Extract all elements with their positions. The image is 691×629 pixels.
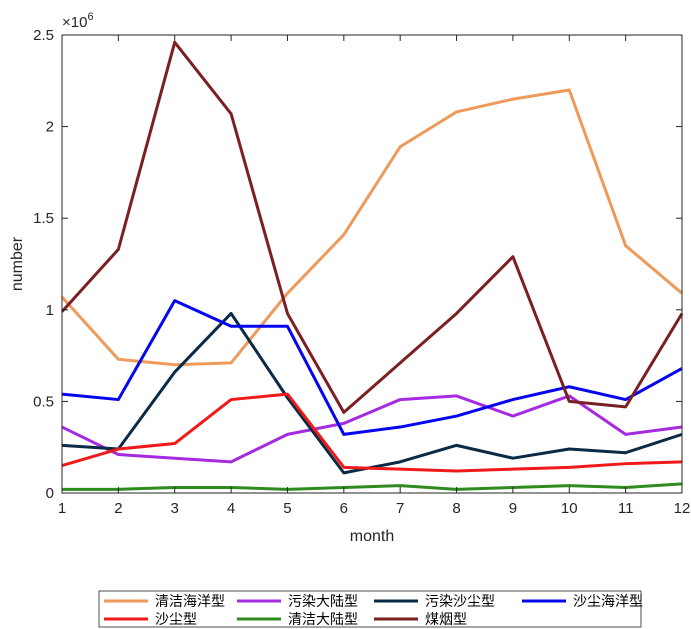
legend-label-4: 沙尘型 <box>155 612 197 628</box>
legend-label-2: 污染沙尘型 <box>425 594 495 610</box>
x-tick-label: 5 <box>283 500 291 517</box>
series-line-6 <box>60 40 684 414</box>
x-axis-label: month <box>350 528 394 545</box>
y-tick-label: 0 <box>46 485 54 502</box>
x-tick-label: 10 <box>561 500 578 517</box>
x-tick-label: 12 <box>674 500 691 517</box>
x-tick-label: 9 <box>509 500 517 517</box>
y-tick-label: 1.5 <box>33 210 54 227</box>
legend-label-6: 煤烟型 <box>425 612 467 628</box>
y-tick-label: 1 <box>46 302 54 319</box>
legend-label-5: 清洁大陆型 <box>288 612 358 628</box>
y-exponent-power: 6 <box>87 11 93 23</box>
x-axis: 1 2 3 4 5 6 7 8 9 10 11 12 <box>58 35 691 517</box>
x-tick-label: 11 <box>618 500 634 517</box>
x-tick-label: 1 <box>58 500 66 517</box>
plot-area-frame <box>61 34 683 494</box>
legend-box <box>98 590 642 628</box>
y-tick-label: 0.5 <box>33 393 54 410</box>
y-axis-label: number <box>9 236 26 291</box>
legend-label-1: 污染大陆型 <box>288 594 358 610</box>
x-tick-label: 6 <box>340 500 348 517</box>
series-line-1 <box>61 394 683 464</box>
y-exponent-label: ×106 <box>62 11 94 31</box>
x-tick-label: 4 <box>227 500 235 517</box>
series-line-0 <box>60 88 683 367</box>
series-line-4 <box>61 392 683 473</box>
series-line-3 <box>61 299 683 436</box>
y-tick-label: 2 <box>46 119 54 136</box>
legend-label-0: 清洁海洋型 <box>155 594 225 610</box>
series-lines <box>60 40 684 491</box>
series-line-5 <box>62 482 683 491</box>
x-tick-label: 7 <box>396 500 404 517</box>
y-axis: 0 0.5 1 1.5 2 2.5 <box>33 27 682 502</box>
x-tick-label: 8 <box>452 500 460 517</box>
y-tick-label: 2.5 <box>33 27 54 44</box>
x-tick-label: 2 <box>114 500 122 517</box>
legend-label-3: 沙尘海洋型 <box>573 594 643 610</box>
x-tick-label: 3 <box>171 500 179 517</box>
